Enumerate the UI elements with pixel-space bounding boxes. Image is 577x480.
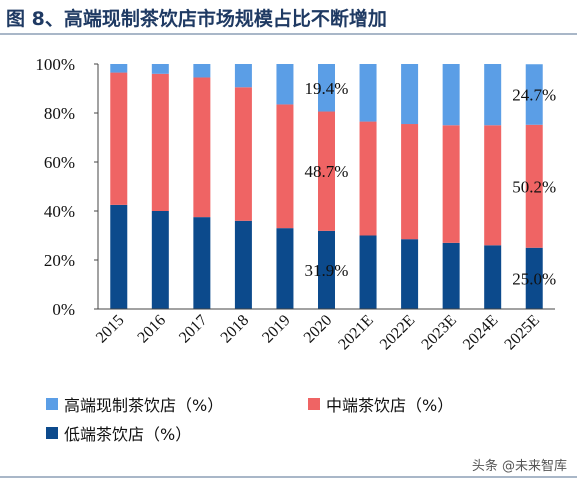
bar-segment-mid-range-2015 [110, 72, 128, 205]
legend-label-mid-range: 中端茶饮店（%） [326, 396, 454, 415]
x-tick-label: 2016 [134, 312, 169, 347]
bar-segment-low-end-2017 [193, 217, 211, 309]
figure-title: 图 8、高端现制茶饮店市场规模占比不断增加 [6, 8, 387, 30]
bar-segment-high-end-2022E [401, 64, 419, 125]
y-axis: 0% 20% 40% 60% 80% 100% [35, 55, 99, 319]
legend-label-high-end: 高端现制茶饮店（%） [64, 396, 224, 415]
bar-segment-high-end-2023E [442, 64, 460, 126]
x-tick-label: 2015 [93, 312, 128, 347]
bar-segment-high-end-2021E [359, 64, 377, 122]
legend-item-high-end: 高端现制茶饮店（%） [46, 392, 223, 416]
data-labels: 19.4% 48.7% 31.9% 24.7% 50.2% 25.0% [305, 79, 557, 289]
bar-segment-low-end-2024E [484, 245, 502, 309]
y-tick-label: 0% [52, 300, 75, 319]
bar-segment-mid-range-2024E [484, 125, 502, 246]
bar-segment-mid-range-2020 [318, 111, 335, 231]
data-label-2025E: 50.2% [512, 177, 556, 196]
bar-segment-high-end-2017 [193, 64, 211, 78]
x-tick-label: 2025E [501, 312, 543, 354]
bar-segment-high-end-2025E [525, 64, 543, 125]
watermark: 头条 @未来智库 [471, 459, 567, 474]
bar-segment-mid-range-2023E [442, 125, 460, 243]
bar-segment-low-end-2022E [401, 239, 419, 309]
bar-segment-mid-range-2018 [234, 87, 252, 221]
legend-swatch-high-end [46, 398, 58, 410]
bar-segment-low-end-2021E [359, 235, 377, 309]
bar-segment-high-end-2018 [234, 64, 252, 88]
bar-segment-high-end-2019 [276, 64, 294, 105]
bar-segment-mid-range-2022E [401, 124, 419, 240]
x-tick-label: 2017 [176, 312, 211, 347]
legend-label-low-end: 低端茶饮店（%） [64, 425, 192, 444]
bar-segment-low-end-2025E [525, 247, 543, 309]
bar-segment-mid-range-2019 [276, 104, 294, 229]
bar-segment-low-end-2018 [234, 220, 252, 309]
bars [110, 64, 543, 309]
legend-swatch-low-end [46, 427, 58, 439]
bar-segment-high-end-2024E [484, 64, 502, 126]
x-tick-label: 2020 [301, 312, 336, 347]
stacked-bar-chart: 0%20%40%60%80%100% 2015 2016 2017 2018 2019 2… [35, 55, 557, 354]
x-tick-label: 2018 [218, 312, 253, 347]
bar-segment-mid-range-2017 [193, 77, 211, 218]
bar-segment-low-end-2016 [151, 211, 169, 309]
bar-segment-low-end-2019 [276, 228, 294, 309]
x-tick-label: 2022E [377, 312, 419, 354]
x-axis: 2015 2016 2017 2018 2019 2020 2021E 2022E 2023E 2… [93, 308, 555, 354]
bottom-divider [0, 476, 577, 478]
x-tick-label: 2021E [335, 312, 377, 354]
y-tick-label: 100% [35, 55, 75, 74]
legend-item-mid-range: 中端茶饮店（%） [308, 392, 453, 416]
bar-segment-low-end-2023E [442, 242, 460, 309]
bar-segment-mid-range-2016 [151, 73, 169, 211]
y-tick-label: 80% [44, 104, 75, 123]
data-label-2020: 31.9% [305, 261, 349, 280]
bar-segment-high-end-2015 [110, 64, 128, 73]
x-tick-label: 2023E [418, 312, 460, 354]
data-label-2025E: 25.0% [512, 269, 556, 288]
data-label-2020: 19.4% [305, 79, 349, 98]
bar-segment-low-end-2020 [318, 230, 335, 309]
bar-segment-high-end-2016 [151, 64, 169, 74]
bar-segment-mid-range-2025E [525, 124, 543, 248]
legend-item-low-end: 低端茶饮店（%） [46, 421, 191, 445]
data-label-2020: 48.7% [305, 162, 349, 181]
bar-segment-low-end-2015 [110, 204, 128, 309]
y-tick-label: 20% [44, 251, 75, 270]
y-tick-label: 40% [44, 202, 75, 221]
data-label-2025E: 24.7% [512, 86, 556, 105]
title-divider [0, 33, 577, 35]
bar-segment-mid-range-2021E [359, 121, 377, 236]
legend-swatch-mid-range [308, 398, 320, 410]
x-tick-label: 2024E [460, 312, 502, 354]
y-tick-label: 60% [44, 153, 75, 172]
x-tick-label: 2019 [259, 312, 294, 347]
bar-segment-high-end-2020 [318, 64, 335, 112]
